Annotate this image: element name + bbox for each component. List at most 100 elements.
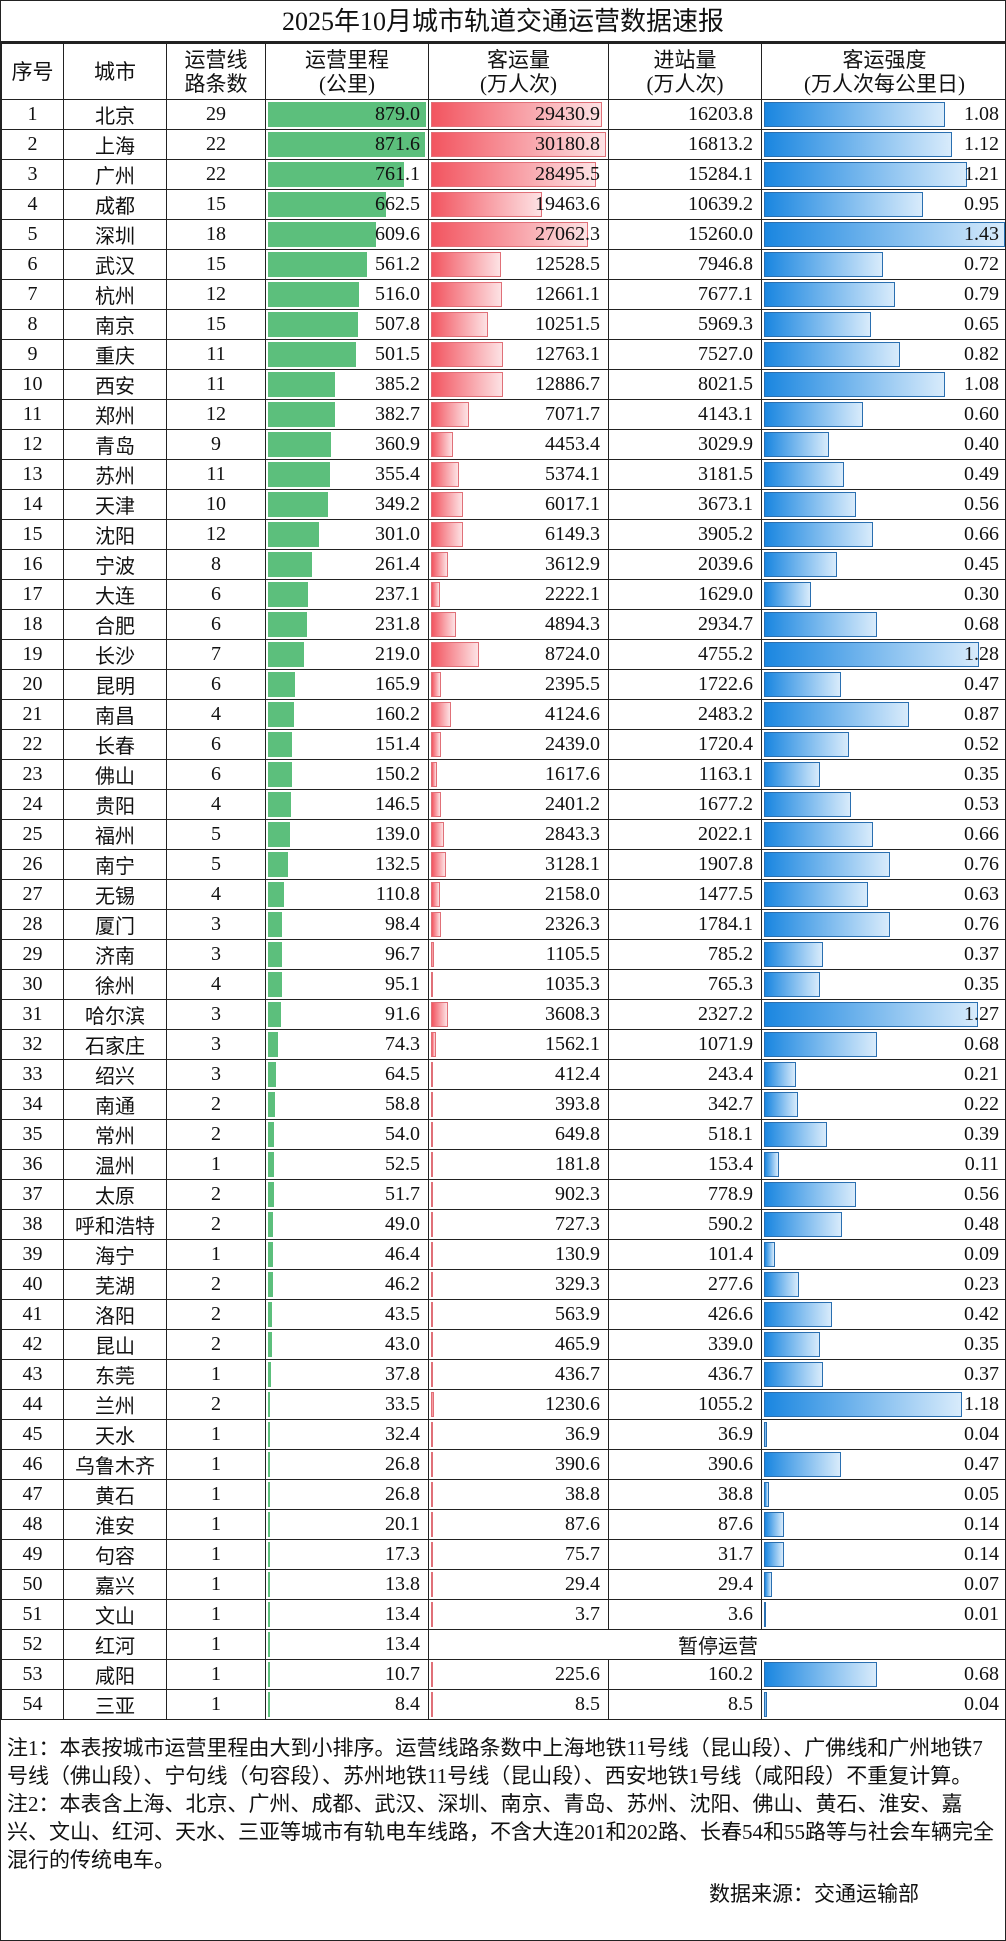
cell-lines: 1 bbox=[167, 1690, 266, 1720]
cell-mileage: 26.8 bbox=[266, 1480, 429, 1510]
lines-value: 15 bbox=[206, 313, 226, 335]
mileage-bar bbox=[268, 582, 308, 607]
lines-value: 4 bbox=[211, 973, 221, 995]
cell-mileage: 609.6 bbox=[266, 220, 429, 250]
cell-index: 12 bbox=[2, 430, 64, 460]
cell-mileage: 385.2 bbox=[266, 370, 429, 400]
passenger-value: 1562.1 bbox=[545, 1033, 600, 1055]
cell-index: 25 bbox=[2, 820, 64, 850]
cell-mileage: 20.1 bbox=[266, 1510, 429, 1540]
mileage-value: 516.0 bbox=[375, 283, 420, 305]
passenger-value: 181.8 bbox=[555, 1153, 600, 1175]
passenger-bar bbox=[431, 792, 441, 817]
cell-mileage: 10.7 bbox=[266, 1660, 429, 1690]
mileage-bar bbox=[268, 1332, 272, 1357]
entry-value: 765.3 bbox=[708, 973, 753, 995]
cell-entry: 342.7 bbox=[609, 1090, 762, 1120]
passenger-value: 8724.0 bbox=[545, 643, 600, 665]
cell-mileage: 360.9 bbox=[266, 430, 429, 460]
cell-index: 23 bbox=[2, 760, 64, 790]
entry-value: 778.9 bbox=[708, 1183, 753, 1205]
passenger-bar bbox=[431, 882, 440, 907]
index-value: 23 bbox=[23, 763, 43, 785]
mileage-value: 151.4 bbox=[375, 733, 420, 755]
cell-lines: 1 bbox=[167, 1450, 266, 1480]
cell-entry: 518.1 bbox=[609, 1120, 762, 1150]
mileage-value: 51.7 bbox=[385, 1183, 420, 1205]
intensity-value: 0.09 bbox=[964, 1243, 999, 1265]
passenger-value: 5374.1 bbox=[545, 463, 600, 485]
cell-mileage: 32.4 bbox=[266, 1420, 429, 1450]
city-value: 句容 bbox=[95, 1546, 135, 1568]
cell-entry: 16813.2 bbox=[609, 130, 762, 160]
mileage-value: 10.7 bbox=[385, 1663, 420, 1685]
cell-lines: 6 bbox=[167, 760, 266, 790]
intensity-bar bbox=[764, 1482, 769, 1507]
index-value: 10 bbox=[23, 373, 43, 395]
cell-intensity: 0.48 bbox=[762, 1210, 1006, 1240]
mileage-value: 160.2 bbox=[375, 703, 420, 725]
cell-intensity: 0.79 bbox=[762, 280, 1006, 310]
index-value: 6 bbox=[28, 253, 38, 275]
entry-value: 1784.1 bbox=[698, 913, 753, 935]
intensity-bar bbox=[764, 1272, 799, 1297]
cell-passenger: 1562.1 bbox=[429, 1030, 609, 1060]
cell-entry: 1629.0 bbox=[609, 580, 762, 610]
mileage-value: 52.5 bbox=[385, 1153, 420, 1175]
index-value: 31 bbox=[23, 1003, 43, 1025]
entry-value: 1071.9 bbox=[698, 1033, 753, 1055]
cell-entry: 339.0 bbox=[609, 1330, 762, 1360]
cell-entry: 3029.9 bbox=[609, 430, 762, 460]
index-value: 5 bbox=[28, 223, 38, 245]
passenger-value: 329.3 bbox=[555, 1273, 600, 1295]
city-value: 广州 bbox=[95, 166, 135, 188]
index-value: 54 bbox=[23, 1693, 43, 1715]
cell-entry: 8021.5 bbox=[609, 370, 762, 400]
lines-value: 3 bbox=[211, 943, 221, 965]
lines-value: 29 bbox=[206, 103, 226, 125]
cell-passenger: 2222.1 bbox=[429, 580, 609, 610]
cell-passenger: 1230.6 bbox=[429, 1390, 609, 1420]
header-intensity: 客运强度 (万人次每公里日) bbox=[762, 44, 1006, 100]
intensity-bar bbox=[764, 672, 841, 697]
index-value: 44 bbox=[23, 1393, 43, 1415]
cell-intensity: 0.52 bbox=[762, 730, 1006, 760]
index-value: 38 bbox=[23, 1213, 43, 1235]
cell-entry: 16203.8 bbox=[609, 100, 762, 130]
index-value: 53 bbox=[23, 1663, 43, 1685]
entry-value: 339.0 bbox=[708, 1333, 753, 1355]
passenger-bar bbox=[431, 1032, 436, 1057]
lines-value: 2 bbox=[211, 1333, 221, 1355]
index-value: 1 bbox=[28, 103, 38, 125]
entry-value: 8.5 bbox=[728, 1693, 753, 1715]
cell-index: 4 bbox=[2, 190, 64, 220]
cell-city: 常州 bbox=[64, 1120, 167, 1150]
mileage-bar bbox=[268, 972, 282, 997]
cell-intensity: 0.35 bbox=[762, 970, 1006, 1000]
mileage-bar bbox=[268, 1242, 273, 1267]
city-value: 乌鲁木齐 bbox=[75, 1456, 155, 1478]
intensity-value: 0.56 bbox=[964, 1183, 999, 1205]
index-value: 39 bbox=[23, 1243, 43, 1265]
cell-entry: 243.4 bbox=[609, 1060, 762, 1090]
cell-passenger: 12661.1 bbox=[429, 280, 609, 310]
cell-passenger: 19463.6 bbox=[429, 190, 609, 220]
index-value: 20 bbox=[23, 673, 43, 695]
lines-value: 4 bbox=[211, 703, 221, 725]
data-table: 序号城市运营线 路条数运营里程 (公里)客运量 (万人次)进站量 (万人次)客运… bbox=[1, 43, 1006, 1720]
cell-city: 红河 bbox=[64, 1630, 167, 1660]
mileage-value: 13.8 bbox=[385, 1573, 420, 1595]
intensity-bar bbox=[764, 1512, 784, 1537]
lines-value: 2 bbox=[211, 1093, 221, 1115]
cell-intensity: 0.09 bbox=[762, 1240, 1006, 1270]
cell-mileage: 91.6 bbox=[266, 1000, 429, 1030]
cell-lines: 2 bbox=[167, 1300, 266, 1330]
